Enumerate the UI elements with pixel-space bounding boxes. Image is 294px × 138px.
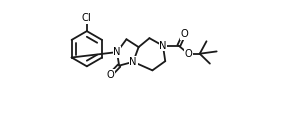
Text: N: N: [159, 41, 167, 51]
Text: N: N: [129, 57, 137, 67]
Text: Cl: Cl: [81, 13, 91, 23]
Text: N: N: [113, 47, 121, 57]
Text: O: O: [184, 49, 192, 59]
Text: O: O: [180, 29, 188, 39]
Text: O: O: [107, 70, 114, 80]
